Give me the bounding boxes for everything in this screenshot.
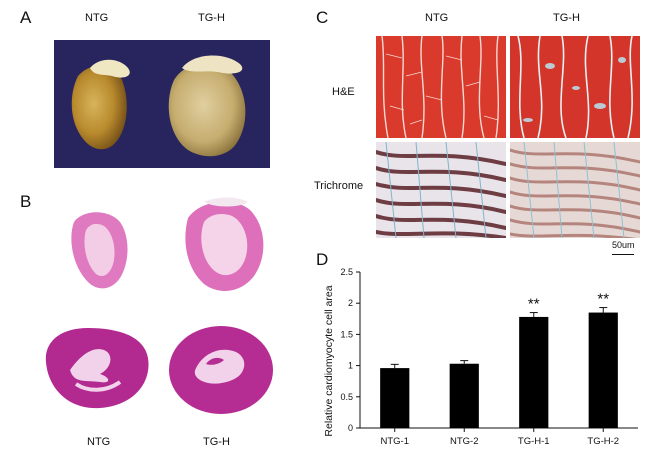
panel-d-letter: D [316,250,329,269]
panel-c-row-hne: H&E [332,86,355,98]
significance-label: ** [597,291,609,308]
panel-c-row-trichrome: Trichrome [314,180,364,192]
micrograph-hne-ntg [376,36,506,138]
y-tick-label: 1 [348,361,353,371]
micrograph-trichrome-ntg [376,142,506,238]
heart-photo [54,40,270,168]
panel-b-letter: B [20,192,32,211]
panel-a-label-tgh: TG-H [198,12,225,24]
heart-section-tgh-cross [166,324,276,416]
heart-section-tgh-longitudinal [180,196,270,296]
y-tick-label: 2 [348,298,353,308]
y-axis-title: Relative cardiomyocyte cell area [323,285,335,436]
bar [380,368,410,428]
x-tick-label: TG-H-1 [518,436,550,447]
y-tick-label: 0 [348,423,353,433]
panel-a-letter: A [20,8,32,27]
panel-c-col-tgh: TG-H [553,12,580,24]
scale-bar-line [612,254,634,255]
bar [449,363,479,428]
panel-b-label-tgh: TG-H [203,436,230,448]
bar [519,316,549,428]
x-tick-label: NTG-2 [450,436,479,447]
panel-a-label-ntg: NTG [85,12,109,24]
panel-b-label-ntg: NTG [87,436,111,448]
panel-c-col-ntg: NTG [425,12,449,24]
heart-section-ntg-cross [40,322,152,412]
bar-chart-svg: Relative cardiomyocyte cell area 0 0.5 1 1.… [323,267,638,447]
bar [588,312,618,428]
micrograph-trichrome-tgh [510,142,640,238]
x-tick-label: NTG-1 [381,436,410,447]
micrograph-hne-tgh [510,36,640,138]
y-tick-label: 1.5 [340,329,353,339]
significance-label: ** [528,296,540,313]
scale-bar-label: 50um [612,240,635,250]
bar-chart: Relative cardiomyocyte cell area 0 0.5 1 1.… [316,262,650,455]
y-tick-label: 0.5 [340,392,353,402]
x-tick-label: TG-H-2 [587,436,619,447]
panel-c-letter: C [316,8,329,27]
heart-section-ntg-longitudinal [64,208,140,294]
y-tick-label: 2.5 [340,267,353,277]
